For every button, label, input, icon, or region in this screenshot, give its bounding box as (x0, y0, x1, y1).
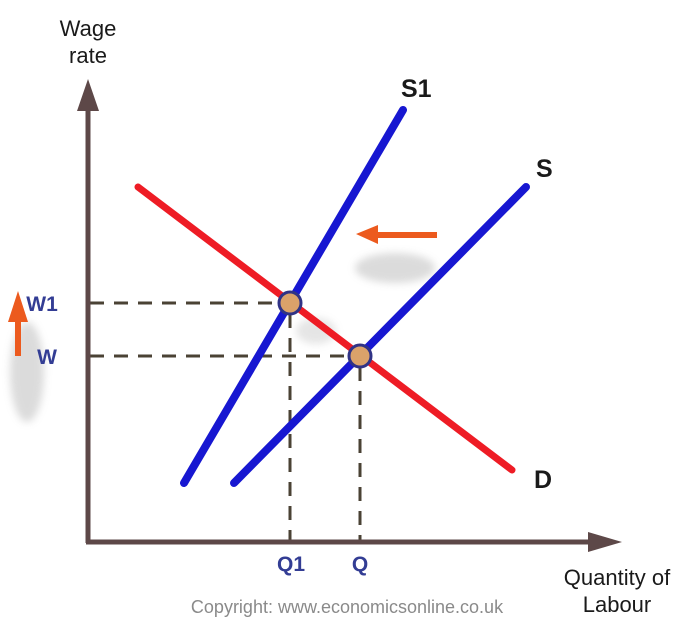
demand-d-label: D (534, 466, 552, 494)
demand-curve (134, 183, 516, 474)
wage-up-arrow-icon (8, 291, 28, 322)
q-tick-label: Q (352, 553, 368, 576)
q1-tick-label: Q1 (277, 553, 305, 576)
supply-s-label: S (536, 155, 553, 183)
y-axis-title-line1: Wage (60, 16, 117, 41)
y-axis-arrowhead-icon (77, 79, 99, 111)
x-axis-title-line1: Quantity of (564, 565, 671, 590)
equilibrium-point-new (277, 290, 303, 316)
marker-shadow (296, 318, 336, 344)
arrow-shadow (355, 253, 435, 283)
shift-left-arrow-icon (356, 225, 378, 244)
equilibrium-point-original (347, 343, 373, 369)
w-tick-label: W (37, 346, 57, 369)
supply-curve-s (230, 183, 530, 487)
w1-tick-label: W1 (26, 293, 58, 316)
x-axis-arrowhead-icon (588, 532, 622, 552)
y-axis-title-line2: rate (69, 43, 107, 68)
copyright-text: Copyright: www.economicsonline.co.uk (191, 597, 504, 617)
x-axis-title-line2: Labour (583, 592, 652, 617)
supply-s1-label: S1 (401, 75, 432, 103)
